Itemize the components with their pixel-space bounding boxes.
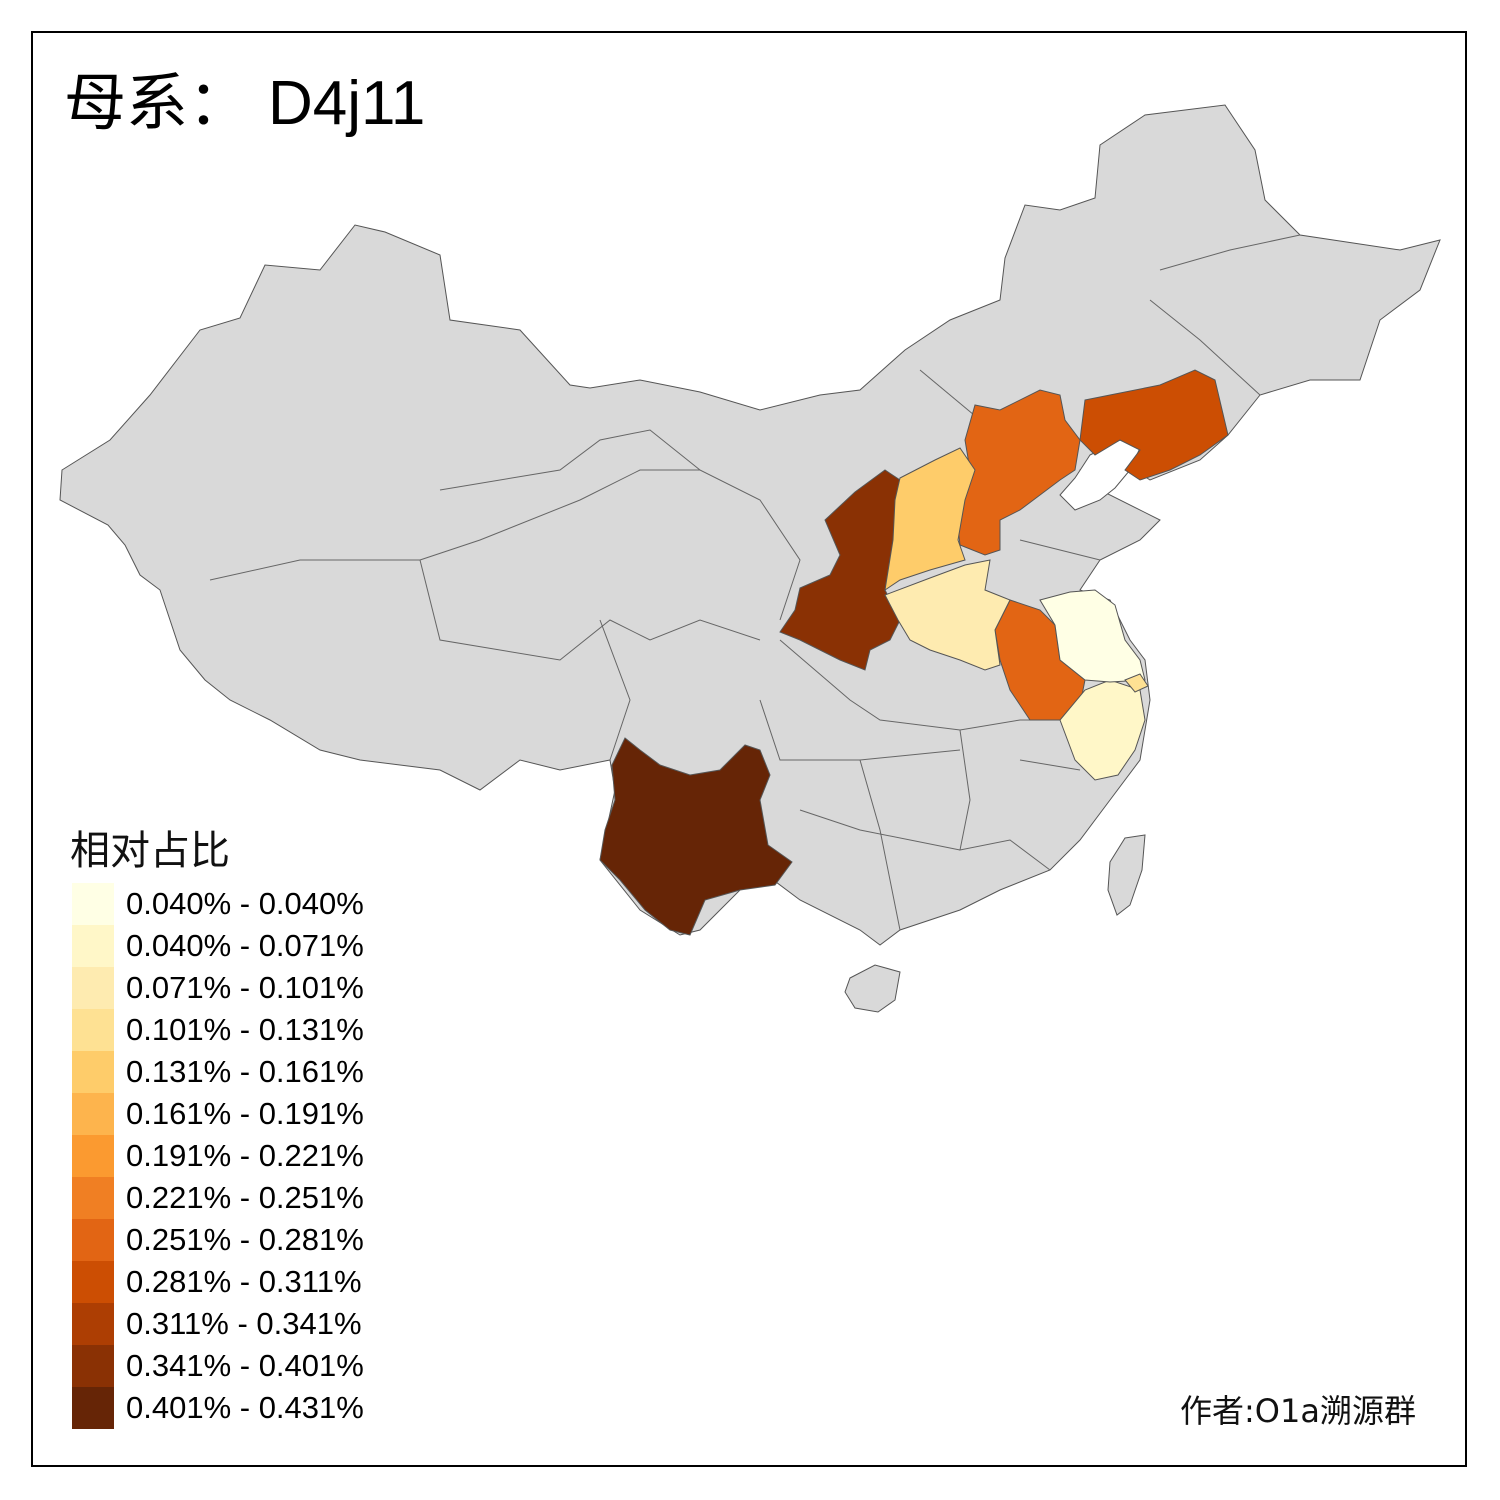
legend-label: 0.191% - 0.221% xyxy=(126,1138,364,1173)
legend-item: 0.161% - 0.191% xyxy=(72,1093,364,1135)
page-title: 母系： D4j11 xyxy=(64,72,425,135)
legend-swatch xyxy=(72,925,114,967)
legend-swatch xyxy=(72,1261,114,1303)
legend-swatch xyxy=(72,1093,114,1135)
legend-swatch xyxy=(72,1219,114,1261)
legend: 0.040% - 0.040% 0.040% - 0.071% 0.071% -… xyxy=(72,883,364,1429)
region-liaoning xyxy=(1079,369,1229,481)
legend-swatch xyxy=(72,1303,114,1345)
author-credit: 作者:O1a溯源群 xyxy=(1180,1392,1416,1430)
title-code: D4j11 xyxy=(268,69,426,138)
legend-label: 0.251% - 0.281% xyxy=(126,1222,364,1257)
legend-swatch xyxy=(72,883,114,925)
legend-label: 0.341% - 0.401% xyxy=(126,1348,364,1383)
legend-item: 0.311% - 0.341% xyxy=(72,1303,364,1345)
legend-item: 0.401% - 0.431% xyxy=(72,1387,364,1429)
title-prefix: 母系： xyxy=(64,66,251,139)
legend-item: 0.281% - 0.311% xyxy=(72,1261,364,1303)
legend-label: 0.221% - 0.251% xyxy=(126,1180,364,1215)
legend-item: 0.040% - 0.040% xyxy=(72,883,364,925)
legend-item: 0.341% - 0.401% xyxy=(72,1345,364,1387)
legend-item: 0.131% - 0.161% xyxy=(72,1051,364,1093)
region-shanghai xyxy=(1124,673,1149,693)
region-hainan xyxy=(844,964,901,1013)
legend-label: 0.401% - 0.431% xyxy=(126,1390,364,1425)
legend-label: 0.131% - 0.161% xyxy=(126,1054,364,1089)
legend-swatch xyxy=(72,1387,114,1429)
legend-label: 0.281% - 0.311% xyxy=(126,1264,362,1299)
legend-label: 0.311% - 0.341% xyxy=(126,1306,362,1341)
legend-label: 0.071% - 0.101% xyxy=(126,970,364,1005)
legend-label: 0.040% - 0.071% xyxy=(126,928,364,963)
region-shanxi xyxy=(884,447,976,592)
legend-swatch xyxy=(72,1177,114,1219)
legend-swatch xyxy=(72,1009,114,1051)
legend-swatch xyxy=(72,1345,114,1387)
region-zhejiang xyxy=(1059,679,1146,781)
region-yunnan xyxy=(599,737,793,936)
legend-item: 0.040% - 0.071% xyxy=(72,925,364,967)
legend-swatch xyxy=(72,1051,114,1093)
legend-item: 0.191% - 0.221% xyxy=(72,1135,364,1177)
map-frame xyxy=(31,31,1467,1467)
province-borders xyxy=(209,234,1301,931)
legend-label: 0.101% - 0.131% xyxy=(126,1012,364,1047)
legend-label: 0.161% - 0.191% xyxy=(126,1096,364,1131)
legend-title: 相对占比 xyxy=(70,828,230,874)
region-henan xyxy=(884,559,1011,671)
legend-item: 0.221% - 0.251% xyxy=(72,1177,364,1219)
region-jiangsu xyxy=(1039,589,1146,683)
legend-item: 0.101% - 0.131% xyxy=(72,1009,364,1051)
legend-swatch xyxy=(72,967,114,1009)
legend-label: 0.040% - 0.040% xyxy=(126,886,364,921)
legend-item: 0.071% - 0.101% xyxy=(72,967,364,1009)
region-taiwan xyxy=(1107,834,1146,916)
legend-item: 0.251% - 0.281% xyxy=(72,1219,364,1261)
legend-swatch xyxy=(72,1135,114,1177)
